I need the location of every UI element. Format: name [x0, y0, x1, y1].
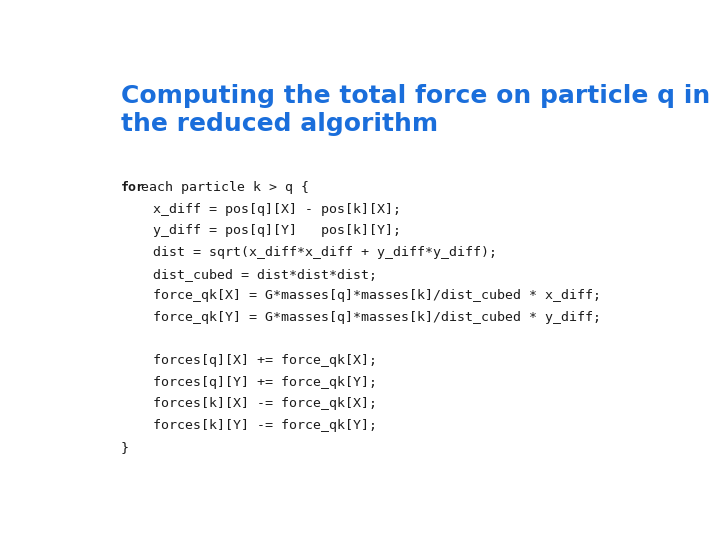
Text: y_diff = pos[q][Y]   pos[k][Y];: y_diff = pos[q][Y] pos[k][Y]; [121, 225, 401, 238]
Text: forces[q][Y] += force_qk[Y];: forces[q][Y] += force_qk[Y]; [121, 376, 377, 389]
Text: Computing the total force on particle q in
the reduced algorithm: Computing the total force on particle q … [121, 84, 710, 136]
Text: force_qk[X] = G*masses[q]*masses[k]/dist_cubed * x_diff;: force_qk[X] = G*masses[q]*masses[k]/dist… [121, 289, 600, 302]
Text: x_diff = pos[q][X] - pos[k][X];: x_diff = pos[q][X] - pos[k][X]; [121, 203, 401, 216]
Text: dist_cubed = dist*dist*dist;: dist_cubed = dist*dist*dist; [121, 268, 377, 281]
Text: dist = sqrt(x_diff*x_diff + y_diff*y_diff);: dist = sqrt(x_diff*x_diff + y_diff*y_dif… [121, 246, 497, 259]
Text: forces[q][X] += force_qk[X];: forces[q][X] += force_qk[X]; [121, 354, 377, 367]
Text: forces[k][X] -= force_qk[X];: forces[k][X] -= force_qk[X]; [121, 397, 377, 410]
Text: }: } [121, 441, 129, 454]
Text: force_qk[Y] = G*masses[q]*masses[k]/dist_cubed * y_diff;: force_qk[Y] = G*masses[q]*masses[k]/dist… [121, 311, 600, 324]
Text: for: for [121, 181, 145, 194]
Text: forces[k][Y] -= force_qk[Y];: forces[k][Y] -= force_qk[Y]; [121, 419, 377, 432]
Text: each particle k > q {: each particle k > q { [133, 181, 309, 194]
